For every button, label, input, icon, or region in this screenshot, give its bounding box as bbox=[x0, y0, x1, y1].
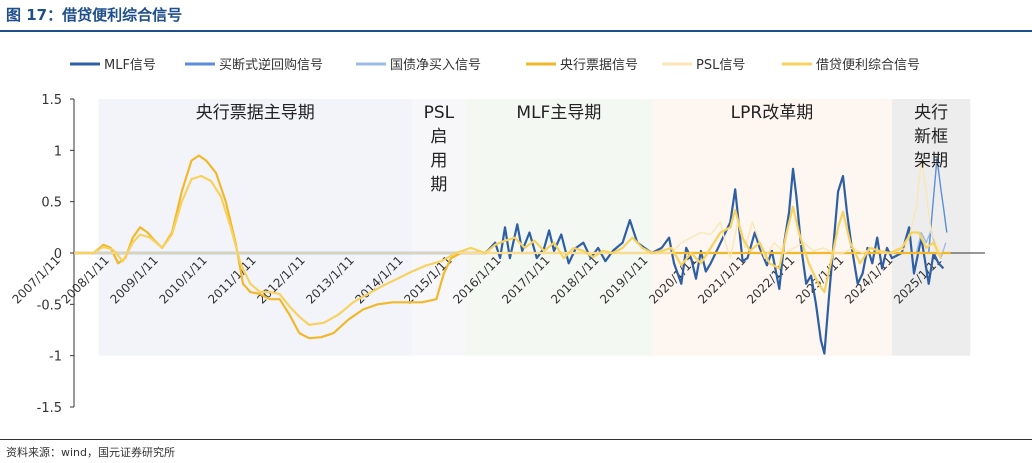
period-band-1 bbox=[411, 99, 466, 356]
period-label-0: 央行票据主导期 bbox=[196, 103, 315, 123]
period-band-2 bbox=[465, 99, 652, 356]
title-divider bbox=[0, 30, 1032, 32]
period-label-1: PSL 启用期 bbox=[424, 103, 455, 195]
legend-label-3: 央行票据信号 bbox=[560, 58, 638, 73]
y-tick-label: -1 bbox=[49, 350, 62, 365]
legend-label-1: 买断式逆回购信号 bbox=[219, 57, 323, 73]
period-label-3: LPR改革期 bbox=[731, 103, 814, 123]
period-bands bbox=[98, 99, 971, 356]
legend-label-2: 国债净买入信号 bbox=[390, 58, 481, 73]
legend-label-0: MLF信号 bbox=[104, 58, 156, 73]
signal-line-chart: MLF信号 买断式逆回购信号 国债净买入信号 央行票据信号 PSL信号 借贷便利综合信号 … bbox=[9, 57, 985, 416]
chart-legend: MLF信号 买断式逆回购信号 国债净买入信号 央行票据信号 PSL信号 借贷便利综合信号 bbox=[70, 57, 920, 73]
y-tick-label: -0.5 bbox=[37, 298, 62, 313]
period-band-0 bbox=[98, 99, 412, 356]
y-tick-label: 1 bbox=[54, 144, 62, 159]
figure-title: 图 17：借贷便利综合信号 bbox=[6, 6, 183, 24]
period-band-3 bbox=[651, 99, 892, 356]
series-line-5 bbox=[74, 174, 942, 326]
source-note: 资料来源：wind，国元证券研究所 bbox=[6, 446, 176, 459]
chart-series bbox=[74, 154, 951, 355]
y-tick-label: 0.5 bbox=[41, 196, 62, 211]
legend-label-4: PSL信号 bbox=[696, 58, 745, 73]
period-label-2: MLF主导期 bbox=[516, 103, 601, 123]
period-label-4: 央行新框架期 bbox=[914, 103, 948, 171]
series-line-3 bbox=[74, 154, 951, 340]
y-tick-label: 0 bbox=[54, 247, 62, 262]
y-tick-label: -1.5 bbox=[37, 401, 62, 416]
y-tick-label: 1.5 bbox=[41, 93, 62, 108]
legend-label-5: 借贷便利综合信号 bbox=[816, 58, 920, 73]
series-line-4 bbox=[74, 159, 942, 259]
period-labels: 央行票据主导期 PSL 启用期 MLF主导期 LPR改革期 央行新框架期 bbox=[196, 103, 948, 195]
footer-divider bbox=[0, 439, 1032, 440]
